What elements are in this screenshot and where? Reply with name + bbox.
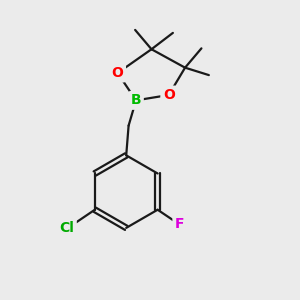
Text: O: O [112, 66, 124, 80]
Text: O: O [163, 88, 175, 102]
Text: Cl: Cl [59, 220, 74, 235]
Text: B: B [131, 93, 141, 107]
Text: F: F [175, 217, 184, 231]
